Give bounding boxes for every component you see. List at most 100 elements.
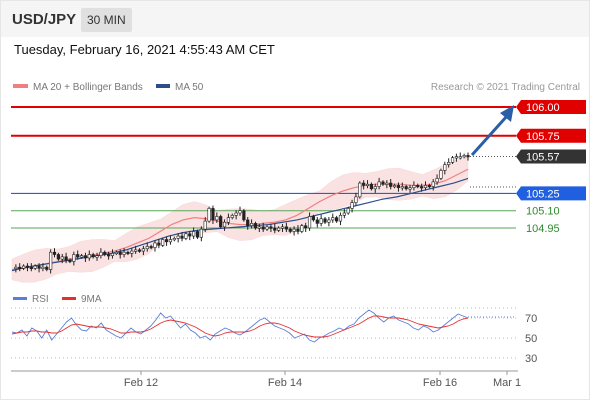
rsi-tick-label: 50 bbox=[525, 333, 537, 345]
candle-up bbox=[21, 265, 26, 269]
candle-down bbox=[253, 223, 258, 229]
candle-down bbox=[389, 182, 393, 187]
candle-up bbox=[153, 242, 157, 248]
candle-down bbox=[91, 254, 95, 258]
candle-up bbox=[249, 223, 254, 226]
candle-up bbox=[60, 256, 64, 260]
candle-down bbox=[107, 254, 111, 257]
candle-up bbox=[114, 251, 118, 254]
candle-up bbox=[95, 255, 99, 258]
pivot-tag-label: 105.25 bbox=[526, 188, 560, 200]
candles bbox=[14, 152, 470, 274]
candle-up bbox=[145, 246, 149, 250]
candle-up bbox=[462, 155, 466, 158]
candle-down bbox=[103, 251, 107, 255]
ma50-legend-swatch bbox=[156, 84, 170, 88]
candle-up bbox=[226, 217, 231, 223]
candle-up bbox=[207, 208, 211, 222]
x-tick-label: Mar 1 bbox=[493, 377, 521, 389]
candle-up bbox=[130, 250, 134, 254]
candle-up bbox=[79, 255, 84, 258]
ma20-legend-swatch bbox=[13, 84, 28, 88]
candle-down bbox=[118, 251, 122, 255]
candle-up bbox=[412, 185, 416, 188]
candle-down bbox=[416, 185, 420, 188]
candle-down bbox=[315, 219, 319, 224]
candle-up bbox=[439, 170, 443, 179]
candle-down bbox=[396, 185, 401, 188]
candle-down bbox=[296, 228, 300, 232]
candle-up bbox=[222, 221, 227, 228]
rsi-tick-label: 30 bbox=[525, 353, 537, 365]
candle-up bbox=[435, 178, 439, 183]
candle-up bbox=[377, 181, 381, 187]
resistance-tag bbox=[516, 100, 586, 114]
candle-up bbox=[423, 185, 428, 188]
candle-down bbox=[466, 155, 470, 158]
x-tick-label: Feb 12 bbox=[124, 377, 158, 389]
candle-up bbox=[203, 220, 207, 230]
candle-up bbox=[238, 210, 242, 214]
ma20-legend-label: MA 20 + Bollinger Bands bbox=[33, 82, 143, 93]
candle-up bbox=[450, 157, 455, 163]
candle-up bbox=[199, 228, 203, 238]
candle-down bbox=[157, 242, 161, 246]
candle-up bbox=[14, 266, 18, 269]
candle-down bbox=[137, 249, 142, 252]
candle-up bbox=[454, 156, 459, 159]
candle-up bbox=[319, 218, 323, 224]
rsi-ma-line bbox=[11, 315, 469, 338]
candle-up bbox=[265, 226, 269, 230]
resistance-tag-label: 106.00 bbox=[526, 102, 560, 114]
candle-up bbox=[141, 248, 145, 252]
arrow-head bbox=[500, 105, 514, 122]
support-tag-label: 104.95 bbox=[526, 223, 560, 235]
rsi-legend-swatch bbox=[13, 297, 27, 300]
copyright-text: Research © 2021 Trading Central bbox=[431, 82, 580, 93]
rsi-ma-legend-swatch bbox=[62, 297, 76, 300]
x-axis: Feb 12 Feb 14 Feb 16 Mar 1 bbox=[124, 371, 521, 389]
candle-up bbox=[385, 182, 389, 185]
candle-down bbox=[242, 210, 246, 221]
candle-up bbox=[33, 265, 37, 269]
candle-down bbox=[52, 251, 57, 255]
rsi-ma-legend-label: 9MA bbox=[81, 294, 102, 305]
candle-down bbox=[273, 227, 277, 231]
candle-up bbox=[122, 251, 126, 255]
bollinger-band-area bbox=[11, 156, 469, 283]
candle-up bbox=[331, 217, 335, 221]
candle-down bbox=[56, 254, 60, 260]
candle-up bbox=[172, 238, 176, 241]
key-levels bbox=[11, 106, 516, 229]
bollinger-bands bbox=[11, 156, 469, 283]
candle-down bbox=[195, 231, 200, 238]
candle-down bbox=[311, 216, 316, 221]
candle-down bbox=[404, 186, 408, 190]
candle-down bbox=[219, 216, 223, 228]
candle-down bbox=[288, 228, 292, 232]
rsi-legend-label: RSI bbox=[32, 294, 49, 305]
level-tags: 106.00 105.75 105.57 105.25 105.10 104.95 bbox=[516, 100, 586, 235]
ma50-legend-label: MA 50 bbox=[175, 82, 204, 93]
candle-down bbox=[126, 251, 130, 254]
candle-down bbox=[362, 182, 366, 186]
candle-down bbox=[64, 256, 68, 261]
candle-down bbox=[269, 226, 273, 229]
candle-down bbox=[211, 208, 215, 221]
candle-down bbox=[335, 217, 339, 222]
pivot-tag bbox=[516, 186, 586, 201]
candle-up bbox=[215, 216, 219, 221]
candle-down bbox=[188, 233, 192, 237]
candle-up bbox=[280, 226, 285, 229]
resistance-tag bbox=[516, 128, 586, 143]
candle-down bbox=[304, 225, 308, 229]
candle-down bbox=[323, 218, 327, 223]
candle-up bbox=[447, 162, 451, 165]
candle-up bbox=[184, 233, 188, 239]
candle-up bbox=[458, 156, 462, 159]
timeframe-badge[interactable]: 30 MIN bbox=[81, 8, 132, 32]
candle-up bbox=[307, 216, 312, 229]
candle-up bbox=[342, 212, 346, 216]
candle-down bbox=[427, 185, 431, 188]
candle-up bbox=[346, 208, 350, 214]
